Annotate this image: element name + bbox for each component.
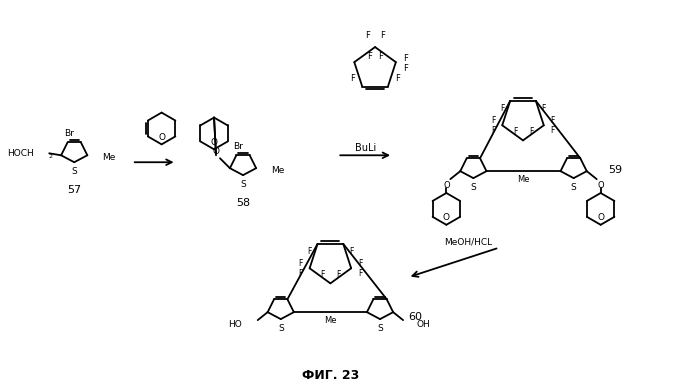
Text: F: F bbox=[349, 247, 354, 256]
Text: S: S bbox=[470, 183, 476, 192]
Text: Me: Me bbox=[517, 175, 530, 184]
Text: Me: Me bbox=[102, 153, 115, 162]
Text: 59: 59 bbox=[608, 165, 622, 175]
Text: O: O bbox=[158, 133, 165, 142]
Text: F: F bbox=[551, 116, 555, 125]
Text: HO: HO bbox=[228, 319, 242, 328]
Text: OH: OH bbox=[417, 319, 431, 328]
Text: ФИГ. 23: ФИГ. 23 bbox=[302, 369, 359, 382]
Text: Br: Br bbox=[64, 129, 75, 138]
Text: F: F bbox=[528, 127, 533, 136]
Text: F: F bbox=[365, 31, 370, 40]
Text: S: S bbox=[278, 324, 284, 333]
Text: Br: Br bbox=[233, 142, 243, 151]
Text: O: O bbox=[597, 213, 604, 222]
Text: S: S bbox=[240, 180, 246, 189]
Text: F: F bbox=[379, 53, 384, 62]
Text: 2: 2 bbox=[48, 154, 52, 159]
Text: O: O bbox=[598, 181, 604, 190]
Text: F: F bbox=[491, 116, 496, 125]
Text: MeOH/HCL: MeOH/HCL bbox=[444, 237, 492, 246]
Text: F: F bbox=[308, 247, 312, 256]
Text: 58: 58 bbox=[236, 198, 250, 208]
Text: S: S bbox=[71, 167, 77, 176]
Text: S: S bbox=[571, 183, 577, 192]
Text: F: F bbox=[350, 74, 355, 83]
Text: F: F bbox=[358, 259, 362, 268]
Text: F: F bbox=[336, 270, 340, 279]
Text: F: F bbox=[298, 259, 303, 268]
Text: O: O bbox=[443, 213, 450, 222]
Text: F: F bbox=[403, 54, 408, 63]
Text: F: F bbox=[367, 53, 372, 62]
Text: F: F bbox=[513, 127, 517, 136]
Text: F: F bbox=[298, 269, 303, 278]
Text: F: F bbox=[491, 126, 496, 135]
Text: S: S bbox=[377, 324, 383, 333]
Text: F: F bbox=[380, 31, 385, 40]
Text: F: F bbox=[320, 270, 324, 279]
Text: F: F bbox=[403, 64, 408, 73]
Text: F: F bbox=[542, 104, 546, 113]
Text: O: O bbox=[210, 138, 217, 147]
Text: BuLi: BuLi bbox=[354, 144, 376, 153]
Text: 57: 57 bbox=[67, 185, 81, 195]
Text: F: F bbox=[551, 126, 555, 135]
Text: 60: 60 bbox=[408, 312, 421, 322]
Text: F: F bbox=[500, 104, 505, 113]
Text: O: O bbox=[212, 147, 219, 156]
Text: F: F bbox=[396, 74, 401, 83]
Text: HOCH: HOCH bbox=[8, 149, 34, 158]
Text: Me: Me bbox=[324, 316, 337, 324]
Text: F: F bbox=[358, 269, 362, 278]
Text: O: O bbox=[443, 181, 449, 190]
Text: Me: Me bbox=[271, 166, 284, 175]
